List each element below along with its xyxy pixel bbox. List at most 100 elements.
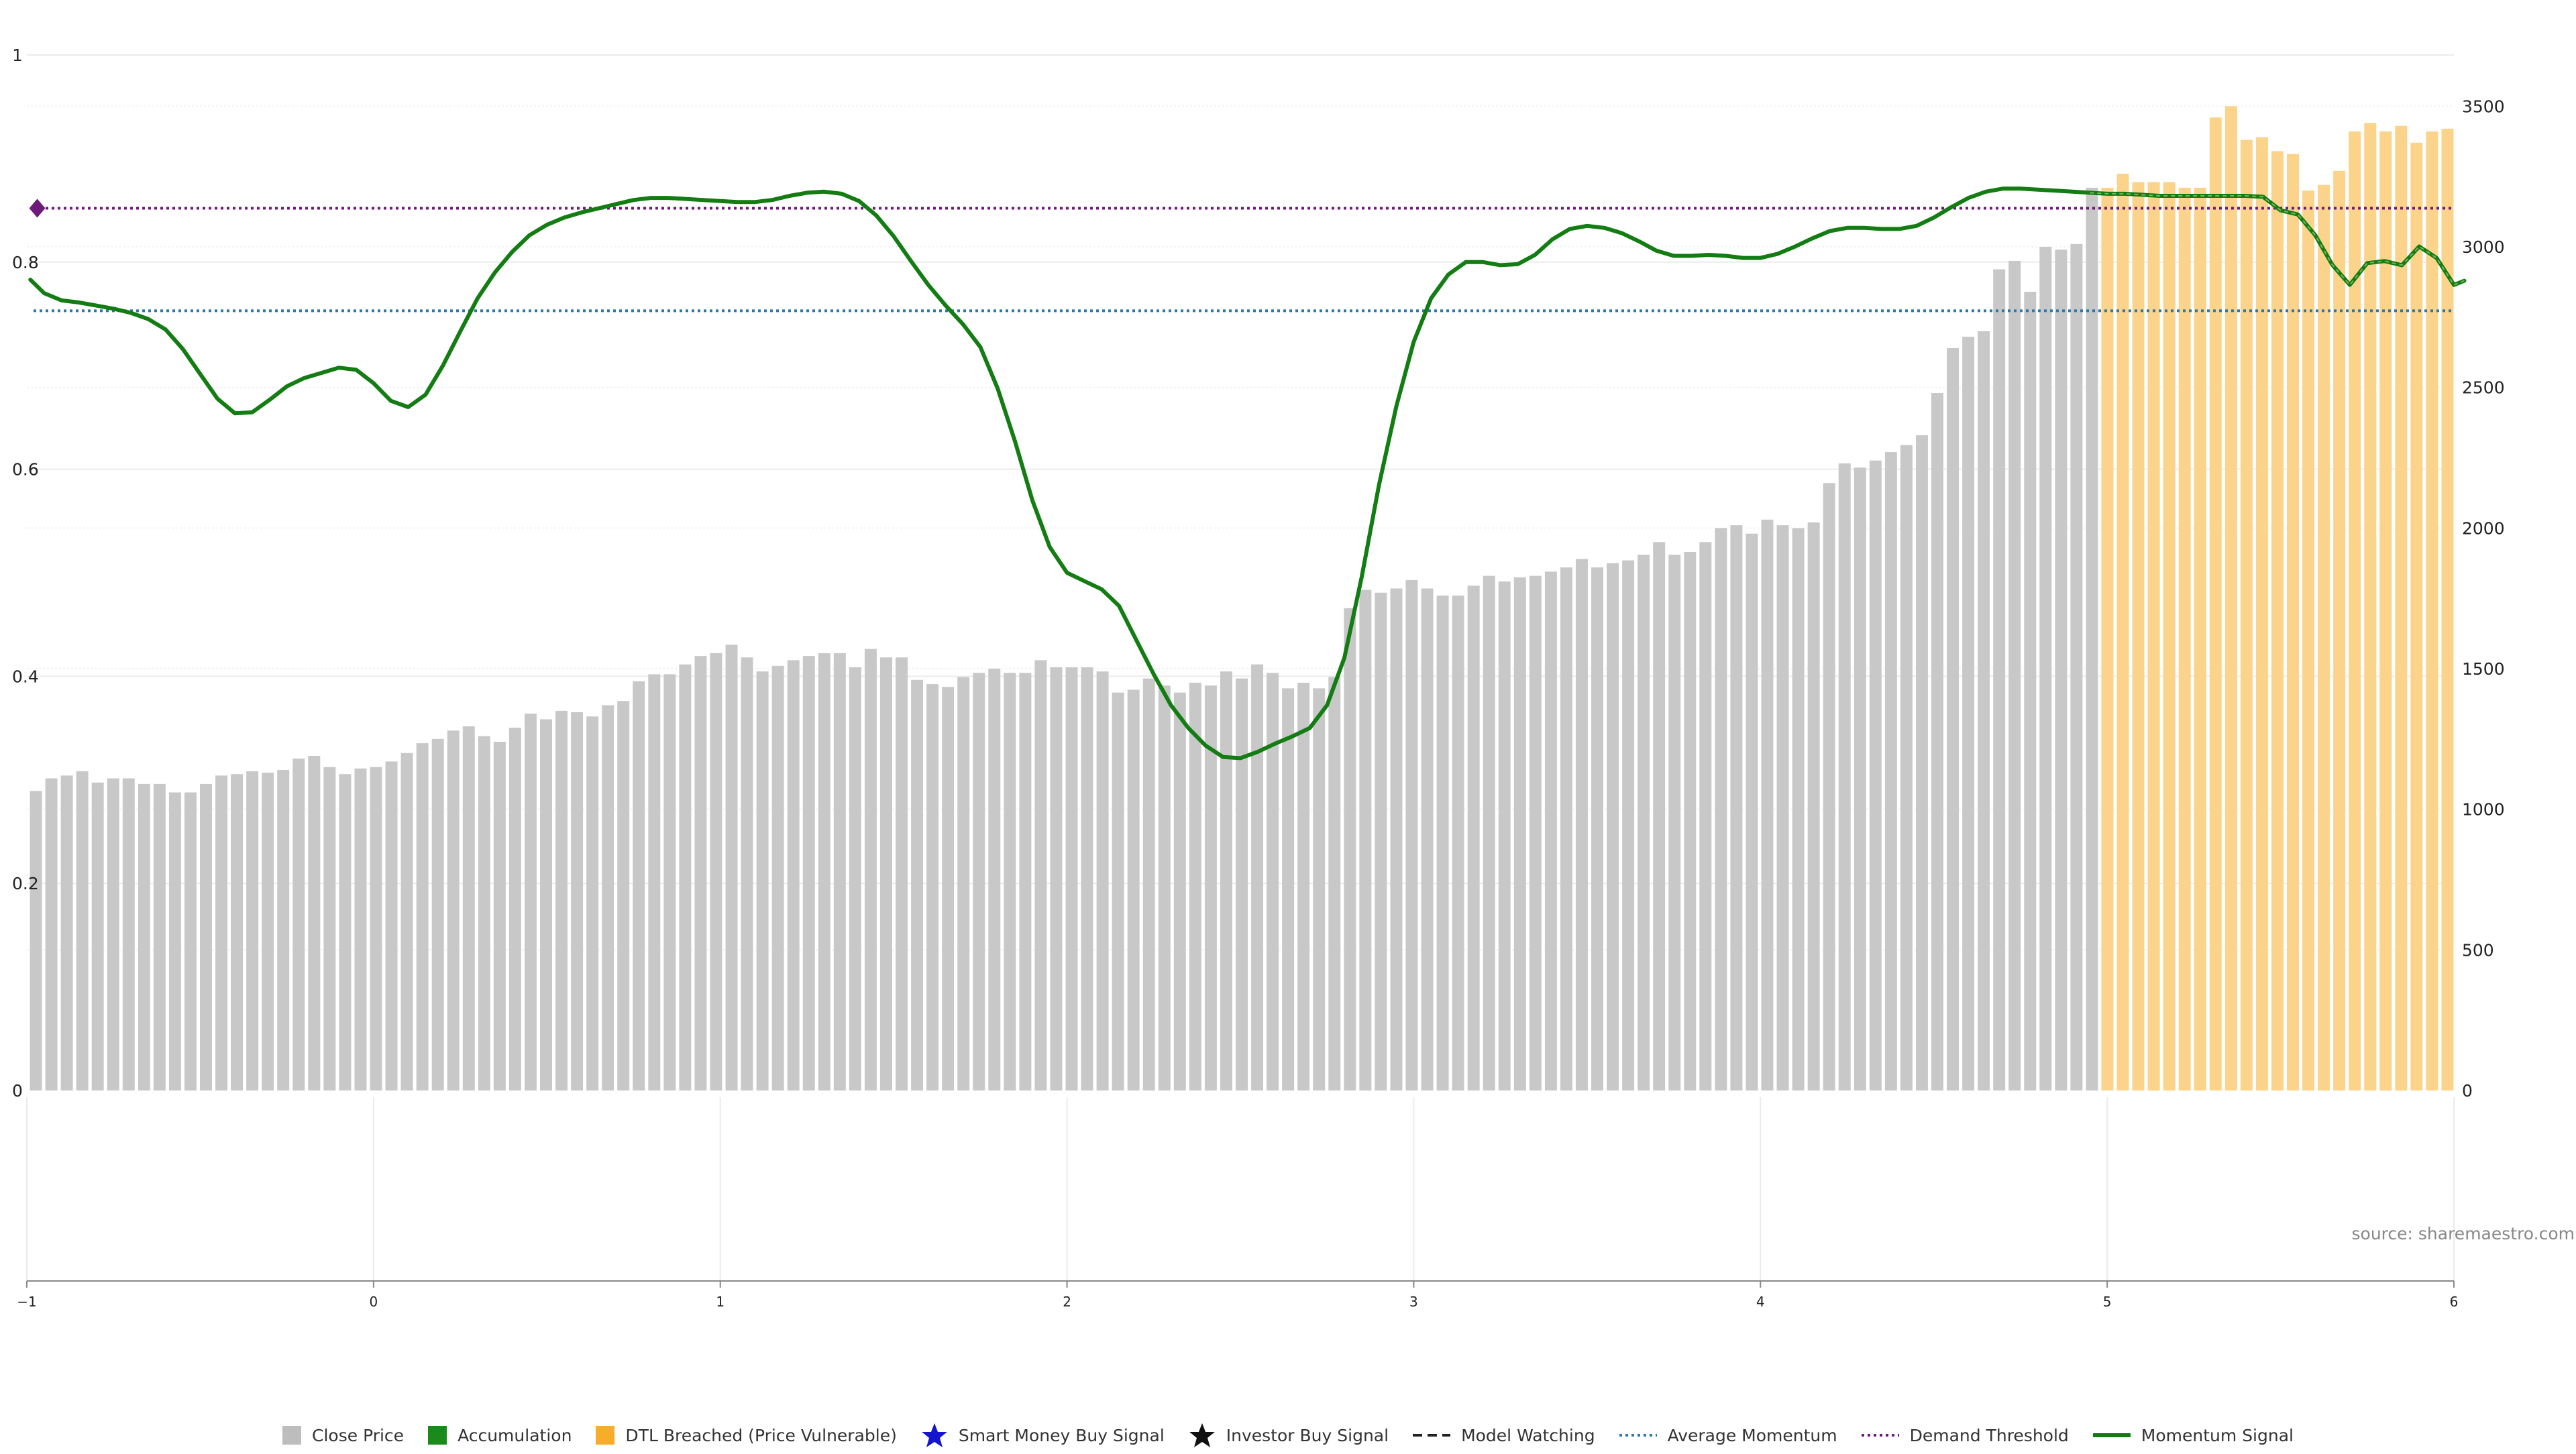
close-price-bar	[45, 778, 58, 1090]
close-price-bar	[1823, 483, 1835, 1090]
close-price-bar	[215, 775, 228, 1090]
right-tick-label: 2500	[2462, 378, 2505, 398]
right-tick-label: 0	[2462, 1081, 2473, 1101]
square-icon	[282, 1426, 302, 1445]
close-price-bar	[1313, 688, 1326, 1090]
dtl-breached-bar	[2116, 173, 2129, 1091]
dtl-breached-bar	[2224, 106, 2237, 1090]
close-price-bar	[231, 774, 244, 1090]
close-price-bar	[1204, 685, 1217, 1090]
close-price-bar	[1884, 452, 1897, 1090]
close-price-bar	[1560, 567, 1572, 1090]
left-tick-label: 0.4	[12, 667, 39, 686]
close-price-bar	[91, 782, 104, 1090]
dtl-breached-bar	[2410, 142, 2423, 1091]
close-price-bar	[1004, 673, 1016, 1090]
close-price-bar	[787, 660, 800, 1090]
close-price-bar	[168, 792, 181, 1090]
close-price-bar	[76, 771, 89, 1090]
close-price-bar	[1947, 347, 1960, 1091]
dtl-breached-bar	[2101, 187, 2114, 1091]
close-price-bar	[849, 667, 861, 1090]
close-price-bar	[153, 783, 166, 1090]
close-price-bar	[1483, 575, 1495, 1090]
close-price-bar	[1173, 692, 1186, 1090]
dtl-breached-bar	[2147, 182, 2160, 1090]
close-price-bar	[1715, 528, 1727, 1090]
close-price-bar	[2070, 243, 2083, 1090]
right-tick-label: 1000	[2462, 800, 2505, 820]
square-icon	[596, 1426, 615, 1445]
left-tick-label: 1	[12, 46, 23, 65]
star-icon	[921, 1422, 948, 1449]
close-price-bar	[741, 657, 753, 1090]
close-price-bar	[478, 736, 490, 1090]
close-price-bar	[818, 653, 830, 1090]
close-price-bar	[663, 674, 676, 1090]
close-price-bar	[1267, 673, 1279, 1090]
right-tick-label: 3000	[2462, 237, 2505, 257]
dotted-line-icon	[1861, 1426, 1899, 1445]
close-price-bar	[1251, 664, 1264, 1090]
dtl-breached-bar	[2271, 151, 2284, 1090]
close-price-bar	[911, 679, 924, 1090]
square-icon	[428, 1426, 447, 1445]
close-price-bar	[1452, 595, 1464, 1090]
close-price-bar	[1034, 660, 1047, 1090]
dtl-breached-bar	[2255, 137, 2268, 1091]
close-price-bar	[184, 792, 197, 1090]
close-price-bar	[30, 791, 42, 1090]
legend-item: DTL Breached (Price Vulnerable)	[596, 1426, 897, 1445]
momentum-signal	[28, 186, 2467, 761]
dtl-breached-bar	[2426, 131, 2438, 1090]
dotted-line-icon	[1619, 1426, 1657, 1445]
close-price-bar	[1112, 692, 1124, 1090]
close-price-bar	[602, 705, 614, 1090]
close-price-bar	[1405, 579, 1418, 1090]
close-price-bar	[2039, 246, 2052, 1090]
close-price-bar	[200, 783, 212, 1090]
x-tick-label: 2	[1063, 1294, 1071, 1310]
close-price-bar	[926, 684, 939, 1090]
legend-label: Model Watching	[1461, 1425, 1595, 1445]
close-price-bar	[1390, 588, 1403, 1090]
legend-label: Accumulation	[458, 1425, 572, 1445]
close-price-bar	[524, 714, 537, 1090]
close-price-bar	[1050, 667, 1063, 1090]
dtl-breached-bar	[2441, 128, 2454, 1090]
left-tick-label: 0.8	[12, 253, 39, 272]
close-price-bar	[648, 674, 661, 1090]
close-price-bar	[2055, 249, 2068, 1091]
dashed-line-icon	[1413, 1426, 1451, 1445]
close-price-bar	[277, 769, 290, 1090]
close-price-bar	[493, 742, 506, 1090]
close-price-bar	[1019, 673, 1032, 1090]
close-price-bar	[1498, 581, 1511, 1090]
legend-item: Close Price	[282, 1426, 404, 1445]
source-label: source: sharemaestro.com	[2352, 1224, 2575, 1243]
close-price-bar	[323, 767, 336, 1090]
close-price-bar	[725, 645, 738, 1090]
x-tick-label: 4	[1756, 1294, 1765, 1310]
close-price-bar	[122, 778, 135, 1090]
x-tick-label: 3	[1409, 1294, 1418, 1310]
close-price-bar	[1761, 519, 1774, 1090]
close-price-bar	[1730, 525, 1743, 1090]
close-price-bar	[833, 653, 846, 1090]
close-price-bar	[973, 673, 985, 1090]
close-price-bar	[2024, 292, 2037, 1091]
close-price-bar	[710, 653, 722, 1090]
legend-label: Average Momentum	[1667, 1425, 1837, 1445]
close-price-bar	[1653, 542, 1666, 1090]
close-price-bar	[262, 773, 274, 1090]
close-price-bar	[1142, 678, 1155, 1090]
close-price-bar	[1699, 542, 1712, 1090]
x-tick-label: 5	[2103, 1294, 2112, 1310]
close-price-bar	[1993, 269, 2006, 1090]
close-price-bar	[1915, 435, 1928, 1090]
close-price-bar	[571, 712, 584, 1090]
close-price-bars	[30, 106, 2454, 1091]
close-price-bar	[1869, 460, 1882, 1090]
legend-label: Demand Threshold	[1909, 1425, 2069, 1445]
close-price-bar	[1096, 671, 1109, 1090]
